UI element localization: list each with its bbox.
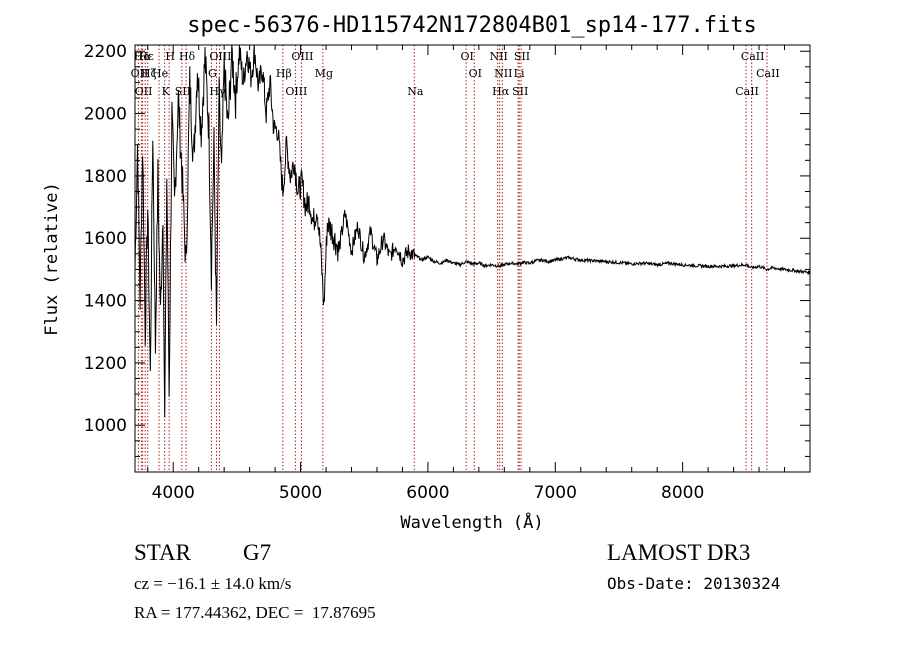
x-axis-label: Wavelength (Å) — [400, 511, 543, 533]
spectral-line-label: SII — [512, 85, 528, 98]
y-tick-label: 1200 — [84, 354, 127, 374]
spectral-line-label: Li — [514, 67, 525, 80]
spectral-line-label: Hζ — [141, 67, 157, 80]
spectral-line-label: OIII — [291, 50, 313, 63]
spectral-line-label: Hβ — [276, 67, 292, 80]
y-tick-label: 1400 — [84, 292, 127, 312]
spectral-line-label: OII — [135, 85, 153, 98]
spectral-line-label: NII — [494, 67, 512, 80]
x-tick-label: 7000 — [534, 483, 577, 503]
spectral-line-label: He — [152, 67, 168, 80]
survey-name: LAMOST DR3 — [607, 540, 751, 565]
coordinates-readout: RA = 177.44362, DEC = 17.87695 — [134, 603, 376, 622]
spectral-line-label: Hδ — [179, 50, 196, 63]
spectral-line-label: Hε — [139, 50, 155, 63]
spectral-line-label: G — [208, 67, 217, 80]
x-tick-label: 4000 — [152, 483, 195, 503]
spectral-line-markers — [137, 45, 768, 472]
spectral-line-label: OIII — [209, 50, 231, 63]
spectral-line-label: OIII — [285, 85, 307, 98]
spectral-line-label: CaII — [735, 85, 759, 98]
flux-line — [134, 44, 811, 418]
spectral-line-label: Hα — [492, 85, 510, 98]
object-class: STAR — [134, 540, 191, 565]
spectral-line-label: NII — [490, 50, 508, 63]
redshift-readout: cz = −16.1 ± 14.0 km/s — [134, 574, 292, 593]
spectral-line-label: OI — [469, 67, 482, 80]
line-labels: HαOIIOIIHεHζKHHeSIIHδGHγOIIIHβOIIIOIIIMg… — [131, 50, 780, 98]
y-tick-label: 1800 — [84, 167, 127, 187]
axes: 4000 5000 6000 7000 8000 1000 1200 1400 1600 1800… — [84, 42, 811, 503]
object-subclass: G7 — [243, 540, 272, 565]
x-tick-label: 5000 — [279, 483, 322, 503]
spectral-line-label: Hα — [134, 50, 152, 63]
y-tick-label: 2000 — [84, 105, 127, 125]
y-axis-label: Flux (relative) — [42, 182, 62, 336]
x-tick-label: 6000 — [406, 483, 449, 503]
spectral-line-label: OI — [460, 50, 473, 63]
flux-series — [134, 44, 811, 418]
y-tick-label: 1000 — [84, 416, 127, 436]
y-tick-label: 2200 — [84, 42, 127, 62]
spectral-line-label: Mg — [315, 67, 333, 80]
chart-title: spec-56376-HD115742N172804B01_sp14-177.f… — [187, 13, 757, 38]
spectral-line-label: CaII — [741, 50, 765, 63]
spectral-line-label: OII — [131, 67, 149, 80]
spectral-line-label: H — [165, 50, 175, 63]
y-tick-label: 1600 — [84, 229, 127, 249]
spectral-line-label: SII — [175, 85, 191, 98]
observation-date: Obs-Date: 20130324 — [607, 574, 781, 593]
spectral-line-label: SII — [514, 50, 530, 63]
spectral-line-label: Na — [407, 85, 424, 98]
spectral-line-label: K — [162, 85, 171, 98]
x-tick-label: 8000 — [661, 483, 704, 503]
spectral-line-label: CaII — [756, 67, 780, 80]
spectral-line-label: Hγ — [209, 85, 226, 98]
plot-frame — [134, 44, 811, 473]
